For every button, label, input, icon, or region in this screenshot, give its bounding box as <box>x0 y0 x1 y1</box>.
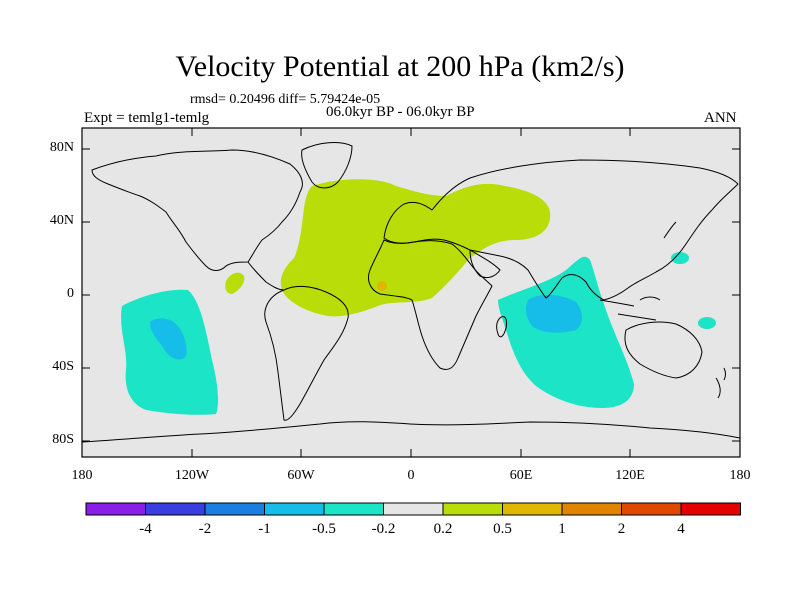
lon-label: 180 <box>729 468 751 483</box>
negative-field-region-indian <box>498 256 634 408</box>
season-label: ANN <box>704 110 737 126</box>
lon-label: 60W <box>287 468 315 483</box>
colorbar-label: -0.5 <box>312 521 336 537</box>
coastlines <box>81 142 741 443</box>
coast-australia <box>624 321 703 379</box>
positive-field-region <box>280 179 551 317</box>
colorbar-box <box>502 502 563 516</box>
colorbar-box <box>383 502 444 516</box>
plot-title: Velocity Potential at 200 hPa (km2/s) <box>175 50 625 83</box>
lat-label: 40N <box>49 213 74 228</box>
negative-mid-region-pacific <box>150 318 187 360</box>
colorbar-label: 0.2 <box>433 521 453 537</box>
coast-japan <box>663 221 677 239</box>
colorbar-box <box>621 502 682 516</box>
lat-label: 0 <box>67 286 74 301</box>
coast-africa <box>367 239 493 371</box>
colorbar-box <box>204 502 265 516</box>
negative-mid-region-indian <box>525 294 582 333</box>
lon-ticks <box>81 128 741 457</box>
coast-central-america <box>247 261 285 291</box>
colorbar-label: -2 <box>198 521 212 537</box>
positive-mid-patch <box>377 281 387 291</box>
field-shading <box>121 179 716 415</box>
lat-ticks <box>82 148 740 442</box>
coast-greenland <box>301 142 353 189</box>
colorbar-label: -0.2 <box>371 521 396 537</box>
lon-label: 120E <box>615 468 645 483</box>
coast-eurasia <box>383 159 739 301</box>
coast-south-america <box>264 285 349 421</box>
lon-label: 60E <box>509 468 533 483</box>
colorbar-box <box>561 502 622 516</box>
lat-label: 40S <box>52 359 74 374</box>
negative-field-patch-2 <box>698 317 716 329</box>
coast-antarctica <box>81 421 741 443</box>
colorbar-box <box>323 502 384 516</box>
coast-arabia <box>469 249 501 279</box>
colorbar-box <box>85 502 146 516</box>
negative-field-patch-1 <box>671 252 689 264</box>
lon-label: 0 <box>407 468 415 483</box>
colorbar-label: -1 <box>258 521 271 537</box>
colorbar-box <box>264 502 325 516</box>
coast-madagascar <box>496 315 507 338</box>
lat-label: 80N <box>49 140 74 155</box>
colorbar-box <box>680 502 741 516</box>
coast-north-america <box>91 149 303 271</box>
colorbar-label: 2 <box>617 521 626 537</box>
period-label: 06.0kyr BP - 06.0kyr BP <box>326 104 475 120</box>
stats-line: rmsd= 0.20496 diff= 5.79424e-05 <box>190 92 381 107</box>
positive-field-patch-west <box>225 272 245 294</box>
coast-new-zealand <box>715 367 726 399</box>
lon-label: 120W <box>174 468 210 483</box>
colorbar-label: -4 <box>139 521 152 537</box>
lat-label: 80S <box>52 432 74 447</box>
colorbar-box <box>442 502 503 516</box>
experiment-label: Expt = temlg1-temlg <box>84 110 210 126</box>
colorbar-label: 1 <box>558 521 566 537</box>
colorbar-box <box>145 502 206 516</box>
colorbar-label: 0.5 <box>493 521 512 537</box>
coast-indonesia <box>599 296 661 321</box>
colorbar <box>85 502 741 516</box>
lon-label: 180 <box>71 468 93 483</box>
colorbar-label: 4 <box>677 521 685 537</box>
